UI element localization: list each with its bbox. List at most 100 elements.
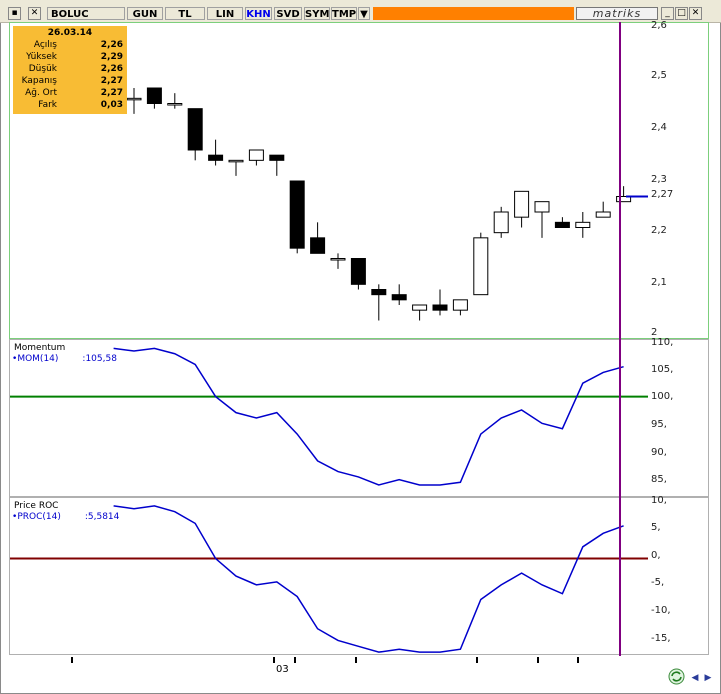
info-value: 2,27 <box>100 88 123 98</box>
info-row-low: Düşük 2,26 <box>13 64 127 76</box>
candle-body[interactable] <box>269 154 285 161</box>
proc-name: PROC(14) <box>17 512 61 522</box>
candle-body[interactable] <box>616 196 632 203</box>
candle-body[interactable] <box>126 97 142 101</box>
candle-body[interactable] <box>310 237 326 254</box>
momentum-axis-label: 85, <box>651 474 667 485</box>
proc-axis-label: -15, <box>651 633 671 644</box>
lin-button[interactable]: LIN <box>207 7 243 20</box>
refresh-icon[interactable] <box>668 668 685 685</box>
minimize-icon[interactable]: _ <box>661 7 674 20</box>
proc-line <box>113 505 624 653</box>
info-row-wavg: Ağ. Ort 2,27 <box>13 88 127 100</box>
momentum-subtitle: •MOM(14):105,58 <box>12 354 117 364</box>
candle-body[interactable] <box>187 108 203 151</box>
momentum-axis-label: 95, <box>651 419 667 430</box>
momentum-axis-label: 110, <box>651 337 674 348</box>
candle-body[interactable] <box>493 211 509 234</box>
ohlc-info-box: 26.03.14 Açılış 2,26 Yüksek 2,29 Düşük 2,26… <box>13 26 127 114</box>
status-bar <box>373 7 574 20</box>
scroll-left-icon[interactable]: ◀ <box>691 673 699 683</box>
proc-axis-label: -5, <box>651 577 665 588</box>
candle-body[interactable] <box>514 190 530 218</box>
x-axis-month-label: 03 <box>276 664 289 675</box>
momentum-axis-label: 105, <box>651 364 674 375</box>
info-value: 2,27 <box>100 76 123 86</box>
price-axis-label: 2,5 <box>651 70 667 81</box>
svd-button[interactable]: SVD <box>274 7 302 20</box>
price-axis-label: 2,2 <box>651 225 667 236</box>
proc-axis-label: -10, <box>651 605 671 616</box>
proc-title: Price ROC <box>14 501 59 511</box>
gun-button[interactable]: GUN <box>127 7 163 20</box>
price-axis-label: 2,1 <box>651 277 667 288</box>
momentum-title: Momentum <box>14 343 66 353</box>
candle-body[interactable] <box>371 289 387 296</box>
candle-body[interactable] <box>473 237 489 296</box>
info-value: 2,29 <box>100 52 123 62</box>
info-label: Ağ. Ort <box>25 88 57 98</box>
candle-body[interactable] <box>350 258 366 285</box>
tmp-button[interactable]: TMP <box>331 7 357 20</box>
close-chart-icon[interactable]: ✕ <box>28 7 41 20</box>
proc-pane[interactable] <box>9 497 709 655</box>
price-axis-label: 2 <box>651 327 658 338</box>
candlestick-series <box>126 87 648 321</box>
toolbar: ▪ ✕ BOLUC GUN TL LIN KHN SVD SYM TMP ▼ m… <box>0 0 721 23</box>
candle-body[interactable] <box>146 87 162 104</box>
candle-body[interactable] <box>228 159 244 163</box>
proc-axis-label: 0, <box>651 550 661 561</box>
info-row-change: Fark 0,03 <box>13 100 127 112</box>
symbol-field[interactable]: BOLUC <box>47 7 125 20</box>
info-label: Yüksek <box>26 52 57 62</box>
candle-body[interactable] <box>534 201 550 213</box>
proc-axis-label: 10, <box>651 495 667 506</box>
info-row-close: Kapanış 2,27 <box>13 76 127 88</box>
info-label: Fark <box>38 100 57 110</box>
price-axis-label: 2,6 <box>651 20 667 31</box>
candle-body[interactable] <box>575 221 591 228</box>
candle-body[interactable] <box>452 299 468 311</box>
info-value: 2,26 <box>100 64 123 74</box>
info-label: Kapanış <box>21 76 57 86</box>
momentum-value: :105,58 <box>82 354 117 364</box>
momentum-line <box>113 347 624 486</box>
momentum-name: MOM(14) <box>17 354 59 364</box>
tl-button[interactable]: TL <box>165 7 205 20</box>
info-value: 0,03 <box>100 100 123 110</box>
candle-body[interactable] <box>208 154 224 161</box>
candle-body[interactable] <box>412 304 428 311</box>
dropdown-arrow-icon[interactable]: ▼ <box>358 7 370 20</box>
info-row-high: Yüksek 2,29 <box>13 52 127 64</box>
close-icon[interactable]: ✕ <box>689 7 702 20</box>
info-value: 2,26 <box>100 40 123 50</box>
info-label: Düşük <box>28 64 57 74</box>
x-axis-ticks <box>71 657 579 663</box>
candle-body[interactable] <box>432 304 448 311</box>
candle-body[interactable] <box>391 294 407 301</box>
momentum-axis-label: 90, <box>651 447 667 458</box>
price-axis-current-label: 2,27 <box>651 189 674 200</box>
candle-body[interactable] <box>554 221 570 228</box>
price-axis-label: 2,3 <box>651 174 667 185</box>
info-row-open: Açılış 2,26 <box>13 40 127 52</box>
candle-body[interactable] <box>330 258 346 261</box>
proc-axis-label: 5, <box>651 522 661 533</box>
momentum-axis-label: 100, <box>651 391 674 402</box>
momentum-pane[interactable] <box>9 339 709 497</box>
matriks-logo: matriks <box>576 7 658 20</box>
candle-body[interactable] <box>167 103 183 106</box>
sym-button[interactable]: SYM <box>304 7 330 20</box>
scroll-right-icon[interactable]: ▶ <box>704 673 712 683</box>
proc-value: :5,5814 <box>84 512 120 522</box>
khn-button[interactable]: KHN <box>245 7 272 20</box>
candle-body[interactable] <box>289 180 305 249</box>
window-menu-icon[interactable]: ▪ <box>8 7 21 20</box>
price-axis-label: 2,4 <box>651 122 667 133</box>
maximize-icon[interactable]: □ <box>675 7 688 20</box>
candle-body[interactable] <box>595 211 611 218</box>
proc-subtitle: •PROC(14):5,5814 <box>12 512 120 522</box>
candle-body[interactable] <box>248 149 264 161</box>
info-date: 26.03.14 <box>47 28 93 38</box>
